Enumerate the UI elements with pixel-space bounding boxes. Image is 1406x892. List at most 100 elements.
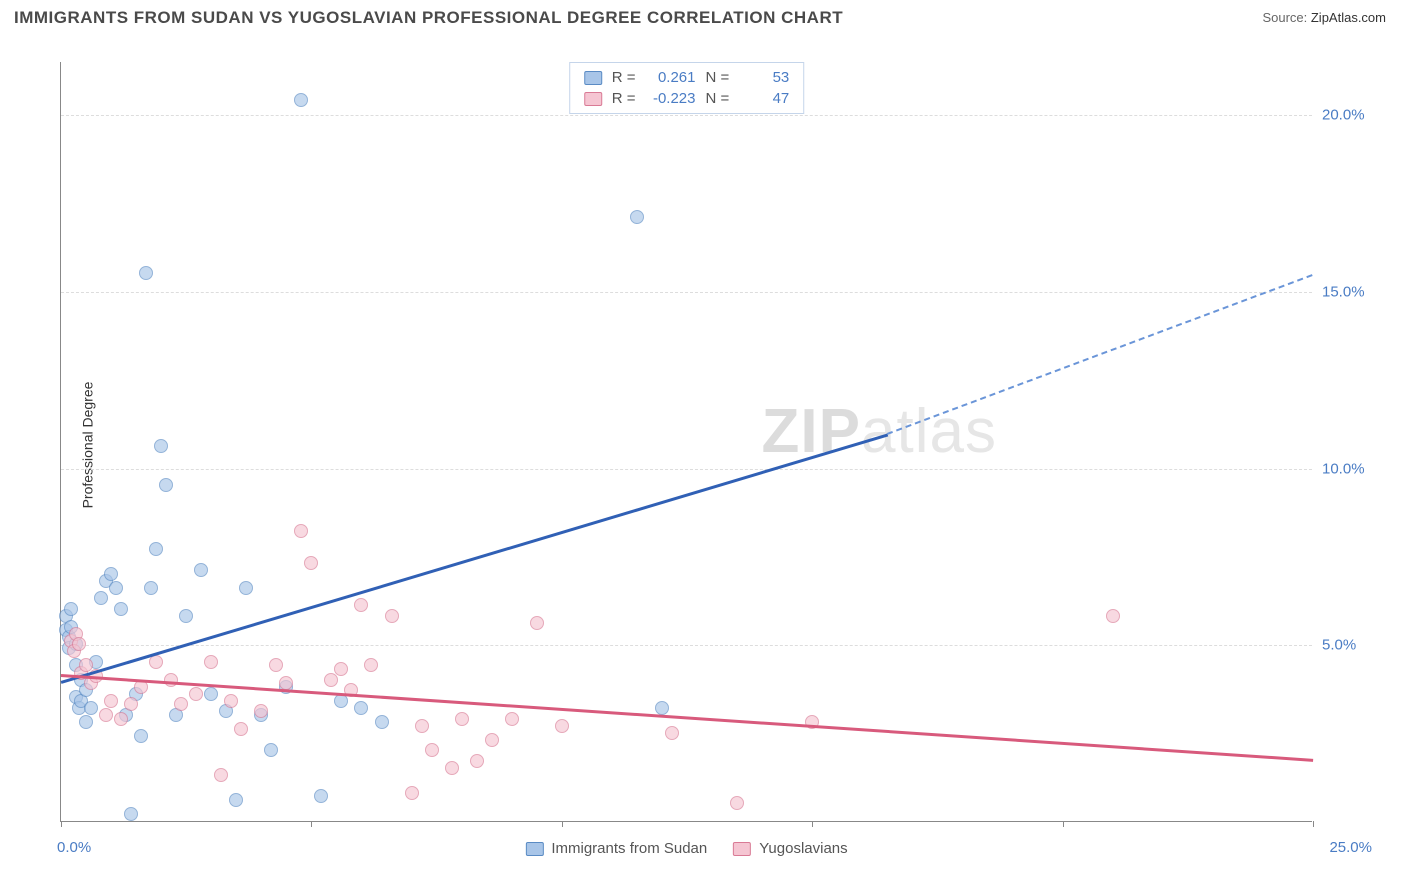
source: Source: ZipAtlas.com xyxy=(1262,9,1386,27)
data-point xyxy=(84,701,98,715)
data-point xyxy=(124,807,138,821)
data-point xyxy=(114,602,128,616)
data-point xyxy=(364,658,378,672)
x-tick-mark xyxy=(61,821,62,827)
data-point xyxy=(214,768,228,782)
r-value-pink: -0.223 xyxy=(646,90,696,107)
data-point xyxy=(405,786,419,800)
data-point xyxy=(630,210,644,224)
data-point xyxy=(555,719,569,733)
trend-line xyxy=(887,274,1313,435)
data-point xyxy=(179,609,193,623)
y-tick-label: 15.0% xyxy=(1322,283,1365,300)
x-tick-label-min: 0.0% xyxy=(57,839,91,856)
x-tick-mark xyxy=(311,821,312,827)
data-point xyxy=(114,712,128,726)
data-point xyxy=(334,662,348,676)
data-point xyxy=(294,93,308,107)
data-point xyxy=(229,793,243,807)
gridline-h xyxy=(61,645,1312,646)
data-point xyxy=(1106,609,1120,623)
gridline-h xyxy=(61,469,1312,470)
data-point xyxy=(234,722,248,736)
legend-series: Immigrants from Sudan Yugoslavians xyxy=(525,840,847,857)
data-point xyxy=(505,712,519,726)
data-point xyxy=(144,581,158,595)
data-point xyxy=(375,715,389,729)
data-point xyxy=(665,726,679,740)
n-value-blue: 53 xyxy=(739,69,789,86)
data-point xyxy=(334,694,348,708)
swatch-pink-icon xyxy=(733,842,751,856)
legend-stats-row: R = 0.261 N = 53 xyxy=(584,67,790,88)
chart-container: Professional Degree ZIPatlas R = 0.261 N… xyxy=(30,40,1390,850)
series-name-pink: Yugoslavians xyxy=(759,840,847,857)
legend-stats-row: R = -0.223 N = 47 xyxy=(584,88,790,109)
watermark-atlas: atlas xyxy=(861,397,997,466)
data-point xyxy=(204,655,218,669)
data-point xyxy=(730,796,744,810)
data-point xyxy=(655,701,669,715)
plot-area: ZIPatlas R = 0.261 N = 53 R = -0.223 N =… xyxy=(60,62,1312,822)
data-point xyxy=(64,602,78,616)
data-point xyxy=(134,729,148,743)
data-point xyxy=(164,673,178,687)
n-label: N = xyxy=(706,69,730,86)
y-tick-label: 20.0% xyxy=(1322,107,1365,124)
data-point xyxy=(425,743,439,757)
data-point xyxy=(194,563,208,577)
data-point xyxy=(224,694,238,708)
swatch-pink-icon xyxy=(584,92,602,106)
data-point xyxy=(530,616,544,630)
x-tick-mark xyxy=(562,821,563,827)
y-tick-label: 10.0% xyxy=(1322,460,1365,477)
data-point xyxy=(124,697,138,711)
r-label: R = xyxy=(612,90,636,107)
gridline-h xyxy=(61,115,1312,116)
x-tick-mark xyxy=(1313,821,1314,827)
r-value-blue: 0.261 xyxy=(646,69,696,86)
data-point xyxy=(139,266,153,280)
n-value-pink: 47 xyxy=(739,90,789,107)
legend-stats: R = 0.261 N = 53 R = -0.223 N = 47 xyxy=(569,62,805,114)
data-point xyxy=(314,789,328,803)
gridline-h xyxy=(61,292,1312,293)
data-point xyxy=(79,715,93,729)
data-point xyxy=(264,743,278,757)
data-point xyxy=(269,658,283,672)
data-point xyxy=(470,754,484,768)
swatch-blue-icon xyxy=(584,71,602,85)
data-point xyxy=(485,733,499,747)
data-point xyxy=(445,761,459,775)
source-name: ZipAtlas.com xyxy=(1311,10,1386,25)
chart-title: IMMIGRANTS FROM SUDAN VS YUGOSLAVIAN PRO… xyxy=(14,8,843,28)
data-point xyxy=(455,712,469,726)
data-point xyxy=(354,598,368,612)
trend-line xyxy=(61,674,1313,761)
legend-item-pink: Yugoslavians xyxy=(733,840,847,857)
data-point xyxy=(72,637,86,651)
n-label: N = xyxy=(706,90,730,107)
data-point xyxy=(204,687,218,701)
legend-item-blue: Immigrants from Sudan xyxy=(525,840,707,857)
x-tick-mark xyxy=(812,821,813,827)
swatch-blue-icon xyxy=(525,842,543,856)
y-tick-label: 5.0% xyxy=(1322,637,1356,654)
data-point xyxy=(159,478,173,492)
data-point xyxy=(104,694,118,708)
data-point xyxy=(385,609,399,623)
data-point xyxy=(294,524,308,538)
data-point xyxy=(149,542,163,556)
data-point xyxy=(154,439,168,453)
data-point xyxy=(324,673,338,687)
data-point xyxy=(189,687,203,701)
data-point xyxy=(104,567,118,581)
data-point xyxy=(239,581,253,595)
data-point xyxy=(304,556,318,570)
r-label: R = xyxy=(612,69,636,86)
data-point xyxy=(354,701,368,715)
x-tick-label-max: 25.0% xyxy=(1329,839,1372,856)
series-name-blue: Immigrants from Sudan xyxy=(551,840,707,857)
data-point xyxy=(99,708,113,722)
source-label: Source: xyxy=(1262,10,1310,25)
